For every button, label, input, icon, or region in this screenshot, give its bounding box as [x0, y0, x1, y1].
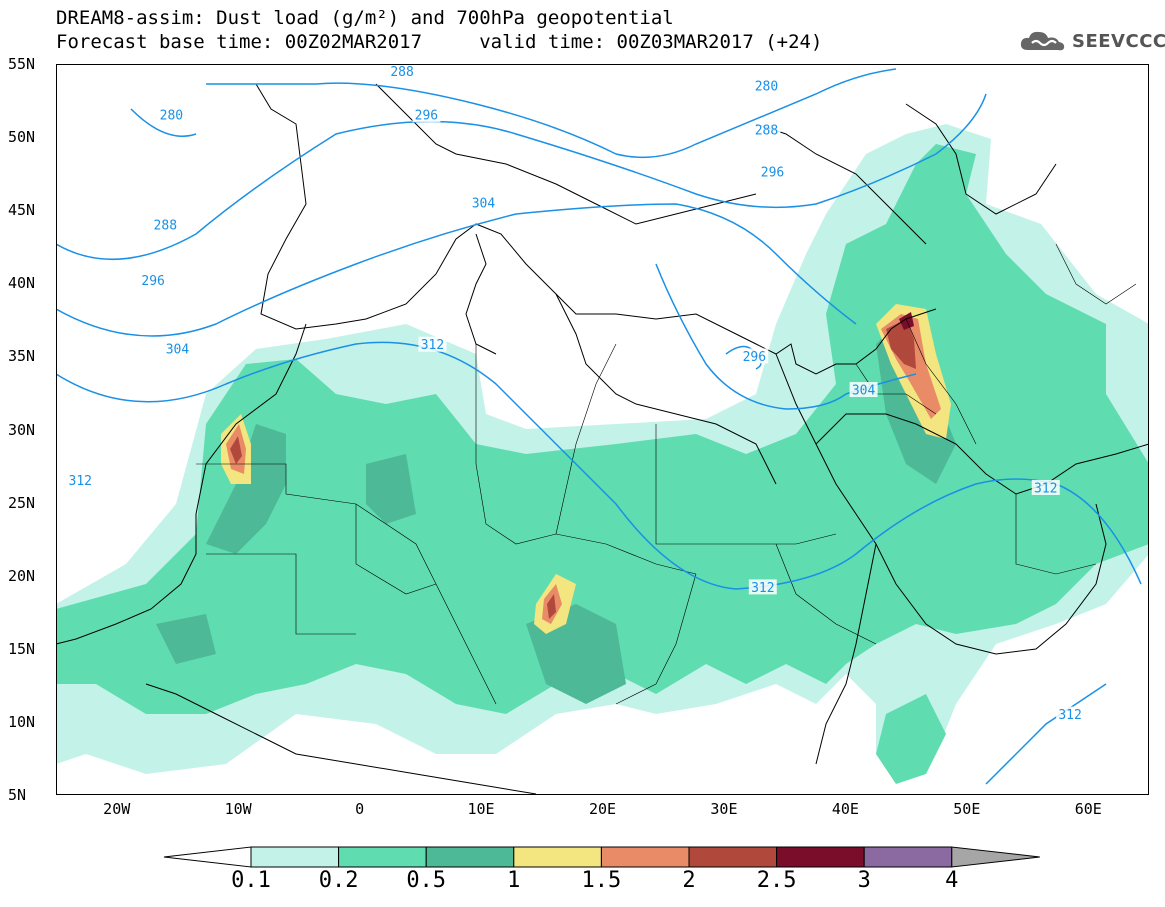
- map-frame: [56, 64, 1149, 795]
- colorbar-tick-label: 0.5: [406, 868, 447, 893]
- lon-tick-label: 20W: [103, 800, 131, 818]
- dust-level-2-region: [886, 319, 916, 369]
- dust-level-0.2-region: [876, 694, 946, 784]
- contour-label-text: 288: [390, 65, 413, 80]
- colorbar-cell: [250, 846, 340, 868]
- contour-label-text: 312: [421, 338, 444, 353]
- dust-shading: [56, 124, 1149, 784]
- contour-label: 288: [151, 216, 180, 233]
- forecast-time: Forecast base time: 00Z02MAR2017 valid t…: [56, 31, 823, 53]
- dust-level-2-region: [230, 436, 242, 464]
- lon-tick-label: 10W: [224, 800, 252, 818]
- lon-tick-label: 20E: [588, 800, 617, 818]
- lat-tick-label: 30N: [8, 420, 36, 439]
- contour-label-text: 296: [141, 274, 164, 289]
- contour-label: 296: [412, 107, 441, 124]
- colorbar: [163, 846, 1040, 868]
- contour-label-text: 296: [761, 166, 784, 181]
- lat-tick-label: 55N: [8, 55, 36, 73]
- contour-label-text: 312: [1034, 481, 1057, 496]
- contour-label: 304: [163, 341, 192, 358]
- colorbar-tick-label: 4: [945, 868, 959, 893]
- lon-tick-label: 30E: [710, 800, 738, 818]
- dust-load-map: 288 280 296 288 296 304 304 312 312 280 288 296 296 3…: [56, 64, 1149, 795]
- colorbar-cell: [600, 846, 690, 868]
- colorbar-tick-label: 2.5: [756, 868, 797, 893]
- lat-tick-label: 40N: [8, 274, 36, 293]
- colorbar-cell: [513, 846, 602, 868]
- lon-tick-label: 10E: [467, 800, 495, 818]
- colorbar-over-triangle: [951, 846, 1040, 868]
- cloud-icon: [1020, 31, 1065, 51]
- contour-label: 280: [752, 77, 781, 94]
- contour-label: 312: [418, 336, 447, 353]
- contour-label: 280: [157, 107, 186, 124]
- dust-level-2.5-region: [899, 312, 914, 330]
- contour-label-text: 304: [852, 384, 876, 399]
- contour-label-text: 288: [755, 123, 778, 138]
- country-borders: [196, 243, 1137, 705]
- lon-tick-label: 0: [355, 800, 365, 818]
- lon-tick-label: 60E: [1074, 800, 1102, 818]
- colorbar-under-triangle: [163, 846, 252, 868]
- colorbar-cell: [863, 846, 953, 868]
- coastlines: [56, 83, 1149, 795]
- contour-label-text: 312: [1058, 708, 1081, 723]
- contour-label: 288: [752, 121, 781, 138]
- contour-label-text: 280: [160, 109, 183, 124]
- colorbar-tick-label: 2: [682, 868, 696, 893]
- contour-label-text: 280: [755, 79, 778, 94]
- contour-label: 296: [740, 348, 769, 365]
- colorbar-tick-label: 0.1: [231, 868, 271, 893]
- lat-tick-label: 35N: [8, 347, 36, 366]
- contour-label-text: 304: [472, 196, 496, 211]
- dust-level-0.5-region: [156, 614, 216, 664]
- map-title: DREAM8-assim: Dust load (g/m²) and 700hP…: [56, 7, 674, 29]
- lat-tick-label: 45N: [8, 201, 36, 220]
- dust-level-0.2-region: [56, 144, 1149, 714]
- contour-label-text: 304: [166, 343, 190, 358]
- lat-tick-label: 25N: [8, 493, 36, 512]
- lat-tick-label: 10N: [8, 712, 36, 731]
- contour-label: 312: [66, 472, 95, 489]
- colorbar-cell: [338, 846, 427, 868]
- lat-tick-label: 20N: [8, 566, 36, 585]
- contour-label-text: 296: [743, 350, 766, 365]
- geopotential-contours: [56, 68, 1142, 785]
- dust-level-0.5-region: [206, 424, 286, 554]
- colorbar-cell: [688, 846, 778, 868]
- logo-text: SEEVCCC: [1072, 30, 1165, 52]
- contour-labels: 288 280 296 288 296 304 304 312 312 280 288 296 296 3…: [66, 64, 1085, 723]
- contour-label: 296: [139, 272, 168, 289]
- colorbar-cell: [776, 846, 865, 868]
- lat-tick-label: 50N: [8, 128, 36, 147]
- contour-label: 312: [748, 579, 777, 596]
- colorbar-tick-label: 1.5: [581, 868, 622, 893]
- contour-label: 304: [849, 382, 878, 399]
- lat-tick-label: 15N: [8, 639, 36, 658]
- colorbar-tick-label: 0.2: [318, 868, 359, 893]
- seevccc-logo: SEEVCCC: [1018, 28, 1165, 54]
- colorbar-tick-label: 3: [857, 868, 871, 893]
- colorbar-cell: [425, 846, 515, 868]
- contour-label-text: 296: [415, 109, 438, 124]
- contour-label-text: 288: [154, 218, 177, 233]
- contour-label-text: 312: [751, 581, 774, 596]
- lat-tick-label: 5N: [8, 786, 27, 804]
- lon-tick-label: 50E: [953, 800, 981, 818]
- contour-label: 288: [388, 64, 417, 80]
- contour-label-text: 312: [69, 474, 92, 489]
- contour-label: 312: [1056, 706, 1085, 723]
- lon-tick-label: 40E: [831, 800, 859, 818]
- contour-label: 304: [469, 194, 498, 211]
- dust-level-2-region: [547, 594, 556, 619]
- contour-label: 312: [1031, 479, 1060, 496]
- dust-level-0.5-region: [366, 454, 416, 524]
- contour-label: 296: [758, 164, 787, 181]
- colorbar-cells: [163, 846, 1040, 868]
- colorbar-tick-label: 1: [507, 868, 521, 893]
